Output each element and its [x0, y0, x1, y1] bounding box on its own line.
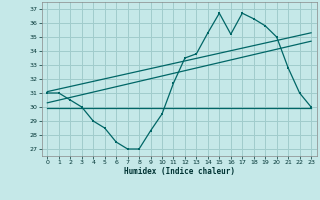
X-axis label: Humidex (Indice chaleur): Humidex (Indice chaleur) — [124, 167, 235, 176]
